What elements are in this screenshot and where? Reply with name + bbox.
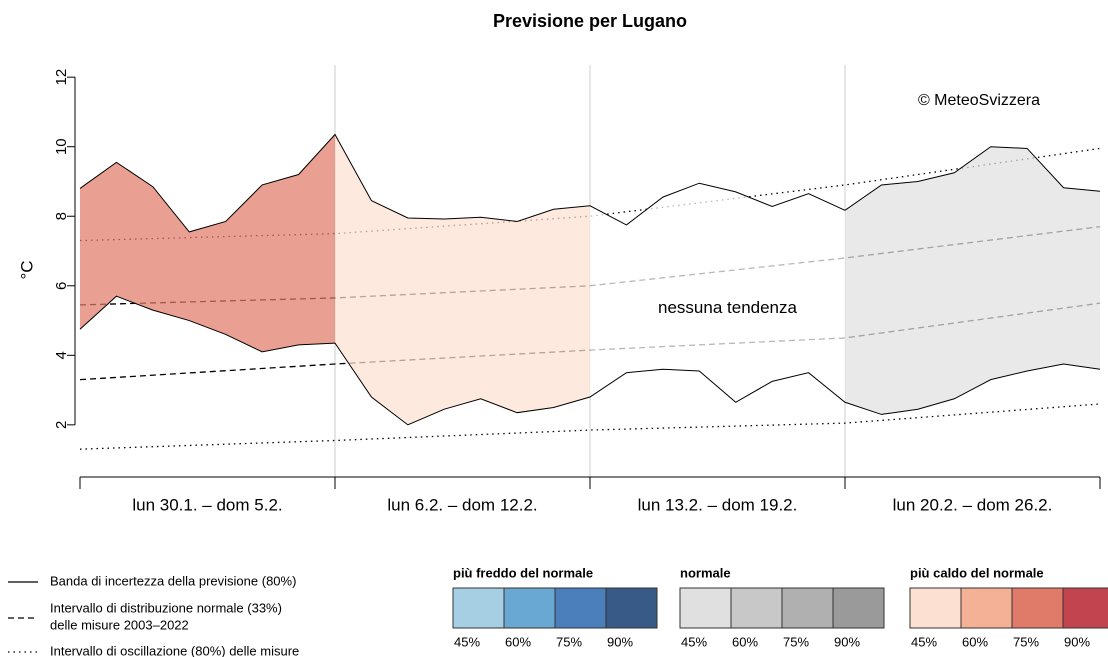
scale-swatch bbox=[554, 587, 607, 629]
scale-swatch bbox=[679, 587, 732, 629]
y-tick-label: 8 bbox=[53, 212, 70, 220]
week-label: lun 30.1. – dom 5.2. bbox=[132, 495, 282, 514]
scale-swatch bbox=[503, 587, 556, 629]
scale-label: 75% bbox=[556, 634, 582, 649]
y-tick-label: 12 bbox=[53, 69, 70, 86]
y-axis-label: °C bbox=[17, 260, 36, 279]
scale-label: 60% bbox=[505, 634, 531, 649]
scale-swatch bbox=[909, 587, 962, 629]
scale-label: 45% bbox=[911, 634, 937, 649]
copyright: © MeteoSvizzera bbox=[918, 92, 1040, 109]
range-upper-line bbox=[79, 147, 1101, 242]
scale-label: 90% bbox=[607, 634, 633, 649]
legend-label: delle misure 2003–2022 bbox=[50, 617, 189, 632]
y-tick-label: 10 bbox=[53, 138, 70, 155]
legend-label: Intervallo di distribuzione normale (33%… bbox=[50, 600, 282, 615]
scale-title: più caldo del normale bbox=[910, 565, 1044, 580]
scale-swatch bbox=[832, 587, 885, 629]
week-label: lun 6.2. – dom 12.2. bbox=[387, 495, 537, 514]
scale-title: normale bbox=[680, 565, 731, 580]
legend-label: Intervallo di oscillazione (80%) delle m… bbox=[50, 643, 299, 657]
scale-swatch bbox=[1011, 587, 1064, 629]
forecast-band bbox=[590, 183, 845, 403]
scale-swatch bbox=[1062, 587, 1108, 629]
y-tick-label: 6 bbox=[53, 282, 70, 290]
scale-swatch bbox=[730, 587, 783, 629]
y-tick-label: 2 bbox=[53, 421, 70, 429]
scale-swatch bbox=[960, 587, 1013, 629]
scale-swatch bbox=[781, 587, 834, 629]
scale-swatch bbox=[605, 587, 658, 629]
forecast-line bbox=[79, 133, 1101, 233]
forecast-line bbox=[79, 295, 1101, 426]
week-label: lun 20.2. – dom 26.2. bbox=[893, 495, 1053, 514]
scale-label: 75% bbox=[783, 634, 809, 649]
forecast-band bbox=[845, 146, 1100, 415]
scale-label: 60% bbox=[732, 634, 758, 649]
scale-swatch bbox=[452, 587, 505, 629]
scale-label: 45% bbox=[454, 634, 480, 649]
scale-label: 75% bbox=[1013, 634, 1039, 649]
legend-label: Banda di incertezza della previsione (80… bbox=[50, 573, 296, 588]
scale-title: più freddo del normale bbox=[453, 565, 593, 580]
chart-title: Previsione per Lugano bbox=[493, 11, 687, 31]
forecast-band bbox=[335, 134, 590, 425]
scale-label: 45% bbox=[681, 634, 707, 649]
scale-label: 90% bbox=[1064, 634, 1090, 649]
tendency-label: nessuna tendenza bbox=[658, 298, 797, 317]
scale-label: 60% bbox=[962, 634, 988, 649]
y-tick-label: 4 bbox=[53, 351, 70, 359]
scale-label: 90% bbox=[834, 634, 860, 649]
week-label: lun 13.2. – dom 19.2. bbox=[638, 495, 798, 514]
forecast-band bbox=[80, 134, 335, 352]
